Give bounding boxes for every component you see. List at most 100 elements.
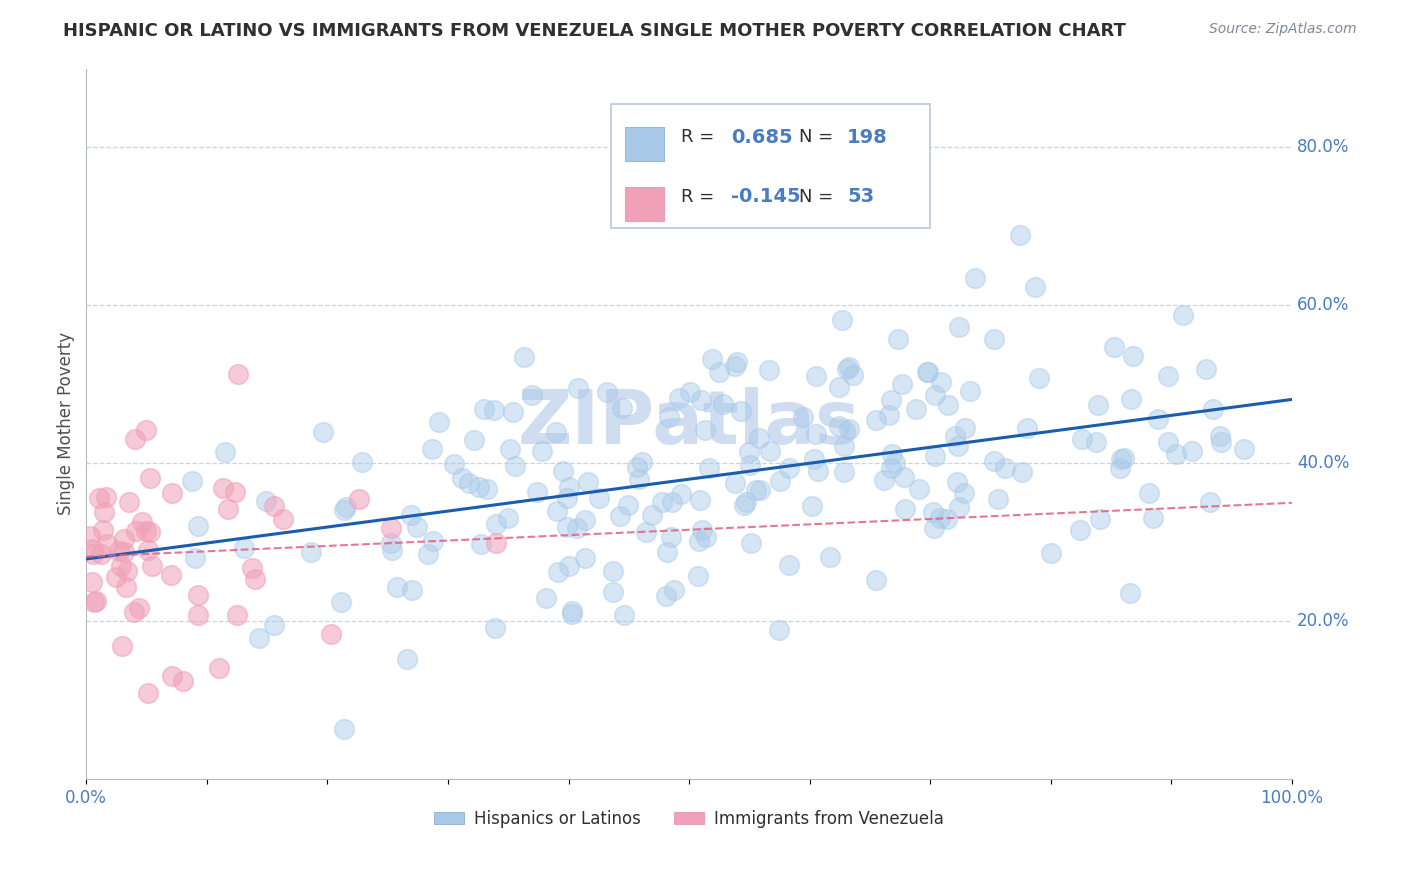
Point <box>335 500 357 514</box>
Point <box>135 524 157 539</box>
Point <box>82 547 104 561</box>
Point <box>1147 412 1170 426</box>
Point <box>659 530 682 544</box>
Point <box>610 401 633 416</box>
Point <box>983 332 1005 346</box>
Point <box>1071 433 1094 447</box>
Point <box>804 426 827 441</box>
Point <box>347 491 370 506</box>
Point <box>651 495 673 509</box>
Point <box>226 608 249 623</box>
Point <box>842 368 865 382</box>
Point <box>613 607 636 622</box>
Point <box>617 498 640 512</box>
Text: 40.0%: 40.0% <box>1296 454 1350 472</box>
Point <box>502 405 524 419</box>
Point <box>160 485 183 500</box>
Point <box>1122 349 1144 363</box>
Point <box>485 517 508 532</box>
Point <box>429 415 451 429</box>
Point <box>948 319 970 334</box>
Point <box>804 369 827 384</box>
Point <box>679 385 702 400</box>
Point <box>1198 495 1220 509</box>
Point <box>832 466 855 480</box>
Point <box>730 404 752 418</box>
Text: 198: 198 <box>846 128 887 146</box>
Point <box>160 668 183 682</box>
Point <box>1028 371 1050 385</box>
Point <box>254 493 277 508</box>
Point <box>136 543 159 558</box>
Point <box>319 627 342 641</box>
Point <box>122 606 145 620</box>
Point <box>745 483 768 497</box>
Point <box>880 460 903 475</box>
Point <box>935 512 957 526</box>
Point <box>877 408 900 422</box>
Point <box>472 402 495 417</box>
Point <box>759 443 782 458</box>
Point <box>922 521 945 535</box>
Point <box>697 460 720 475</box>
Point <box>1181 444 1204 458</box>
Point <box>735 495 758 509</box>
Point <box>547 565 569 579</box>
Point <box>399 508 422 522</box>
FancyBboxPatch shape <box>626 186 664 221</box>
Text: N =: N = <box>799 128 839 146</box>
Point <box>655 590 678 604</box>
Point <box>416 547 439 561</box>
Point <box>865 413 887 427</box>
Point <box>503 458 526 473</box>
Point <box>352 455 374 469</box>
Point <box>636 524 658 539</box>
Point <box>271 512 294 526</box>
Point <box>692 523 714 537</box>
Point <box>333 723 356 737</box>
Point <box>159 568 181 582</box>
Point <box>738 458 761 473</box>
Point <box>695 530 717 544</box>
Point <box>380 535 402 549</box>
Point <box>125 524 148 538</box>
Point <box>948 439 970 453</box>
Point <box>82 541 104 556</box>
Point <box>458 476 481 491</box>
Point <box>136 686 159 700</box>
Point <box>380 542 402 557</box>
Point <box>249 631 271 645</box>
Point <box>936 398 959 412</box>
Point <box>945 475 967 489</box>
Y-axis label: Single Mother Poverty: Single Mother Poverty <box>58 332 75 516</box>
Point <box>1142 511 1164 525</box>
Point <box>482 402 505 417</box>
Point <box>217 502 239 516</box>
Point <box>112 545 135 559</box>
Point <box>475 482 498 496</box>
Point <box>96 537 118 551</box>
Text: 20.0%: 20.0% <box>1296 612 1350 630</box>
Point <box>118 495 141 509</box>
Point <box>80 574 103 589</box>
Point <box>468 480 491 494</box>
Point <box>555 520 578 534</box>
Point <box>567 521 589 535</box>
Point <box>443 457 465 471</box>
Point <box>396 651 419 665</box>
Point <box>832 439 855 453</box>
Point <box>948 500 970 514</box>
Point <box>690 393 713 408</box>
Point <box>865 573 887 587</box>
Point <box>406 520 429 534</box>
Point <box>1069 523 1091 537</box>
FancyBboxPatch shape <box>626 128 664 161</box>
Point <box>724 359 747 374</box>
Point <box>263 618 285 632</box>
Point <box>831 313 853 327</box>
Point <box>128 601 150 615</box>
Point <box>574 513 596 527</box>
Text: -0.145: -0.145 <box>731 187 801 206</box>
Point <box>887 332 910 346</box>
Point <box>724 475 747 490</box>
